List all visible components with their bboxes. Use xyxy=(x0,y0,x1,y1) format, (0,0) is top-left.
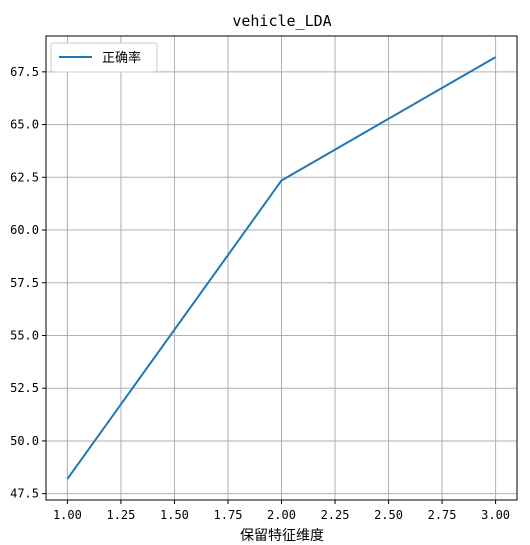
y-tick-label: 50.0 xyxy=(10,434,39,448)
x-tick-label: 2.75 xyxy=(428,508,457,522)
x-tick-label: 3.00 xyxy=(481,508,510,522)
x-tick-label: 2.00 xyxy=(267,508,296,522)
y-tick-label: 62.5 xyxy=(10,170,39,184)
legend: 正确率 xyxy=(51,43,157,72)
y-tick-label: 65.0 xyxy=(10,118,39,132)
x-tick-label: 2.25 xyxy=(321,508,350,522)
y-tick-label: 55.0 xyxy=(10,328,39,342)
x-axis-label: 保留特征维度 xyxy=(240,528,324,544)
chart-title: vehicle_LDA xyxy=(232,12,331,30)
legend-label: 正确率 xyxy=(102,50,141,66)
x-tick-label: 1.75 xyxy=(214,508,243,522)
x-tick-label: 2.50 xyxy=(374,508,403,522)
y-tick-label: 47.5 xyxy=(10,487,39,501)
y-tick-label: 60.0 xyxy=(10,223,39,237)
y-tick-label: 67.5 xyxy=(10,65,39,79)
x-tick-label: 1.25 xyxy=(106,508,135,522)
x-tick-label: 1.00 xyxy=(53,508,82,522)
y-tick-label: 52.5 xyxy=(10,381,39,395)
y-tick-label: 57.5 xyxy=(10,276,39,290)
x-tick-label: 1.50 xyxy=(160,508,189,522)
